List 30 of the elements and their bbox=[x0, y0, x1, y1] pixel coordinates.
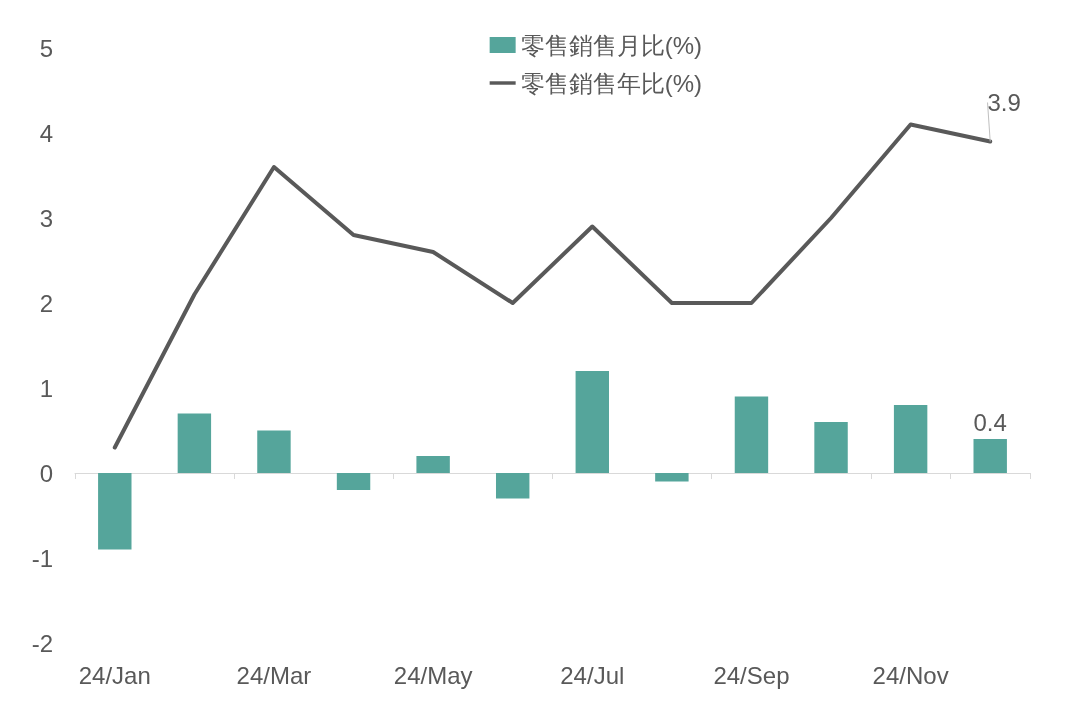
y-tick-label: 4 bbox=[39, 119, 53, 147]
bar bbox=[177, 413, 212, 473]
bar bbox=[575, 371, 609, 473]
bar bbox=[734, 396, 769, 473]
y-tick-label: 2 bbox=[39, 289, 53, 317]
y-tick-label: 0 bbox=[39, 459, 53, 487]
x-tick-label: 24/May bbox=[393, 661, 473, 689]
legend-label: 零售銷售年比(%) bbox=[520, 69, 702, 97]
legend-label: 零售銷售月比(%) bbox=[520, 31, 702, 59]
y-tick-label: -2 bbox=[31, 629, 53, 657]
bar bbox=[973, 439, 1007, 473]
bar bbox=[336, 473, 371, 490]
bar bbox=[98, 473, 132, 550]
bar bbox=[655, 473, 689, 482]
data-label: 0.4 bbox=[973, 408, 1007, 436]
bar bbox=[893, 405, 928, 473]
bar bbox=[496, 473, 530, 499]
y-tick-label: -1 bbox=[31, 544, 53, 572]
x-tick-label: 24/Jul bbox=[560, 661, 625, 689]
bar bbox=[416, 456, 450, 473]
x-tick-label: 24/Sep bbox=[713, 661, 790, 689]
bar bbox=[257, 430, 291, 473]
x-tick-label: 24/Nov bbox=[872, 661, 949, 689]
bar bbox=[814, 422, 848, 473]
x-tick-label: 24/Jan bbox=[78, 661, 151, 689]
x-tick-label: 24/Mar bbox=[236, 661, 312, 689]
y-tick-label: 1 bbox=[39, 374, 53, 402]
data-label: 3.9 bbox=[987, 89, 1021, 116]
y-tick-label: 5 bbox=[39, 34, 53, 62]
y-tick-label: 3 bbox=[39, 204, 53, 232]
